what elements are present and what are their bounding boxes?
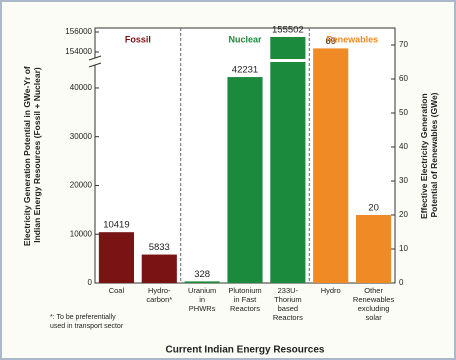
value-label: 10419 [103,220,129,231]
x-axis-title: Current Indian Energy Resources [166,345,325,356]
x-tick-label: 233U-Thorium based Reactors [273,286,303,322]
x-tick-label: Plutonium in Fast Reactors [228,286,261,313]
footnote: *: To be preferentially used in transpor… [50,314,124,330]
axis-break [88,55,102,61]
y-tick-label: 156000 [65,27,92,36]
y-axis-title: Electricity Generation Potential in GWe-… [22,64,42,246]
y2-tick-label: 40 [399,142,408,151]
y2-tick-label: 10 [399,244,408,253]
y2-tick-label: 50 [399,108,408,117]
x-tick-label: Hydro-carbon* [146,286,172,304]
y-tick-label: 0 [88,278,93,287]
x-tick-label: Coal [109,286,125,295]
value-label: 69 [325,36,336,47]
axis-break-gap [89,58,101,65]
value-label: 155502 [272,24,304,35]
y2-tick-label: 20 [399,210,408,219]
group-label: Renewables [326,34,378,44]
y-tick-label: 40000 [70,83,93,92]
y2-tick-label: 60 [399,74,408,83]
value-label: 328 [194,269,210,280]
bar [313,48,349,284]
y-tick-label: 10000 [70,229,93,238]
value-label: 42231 [232,65,258,76]
y-tick-label: 30000 [70,132,93,141]
bar [356,215,392,283]
bar [184,281,220,283]
bar [270,36,306,284]
bar-break [269,59,307,62]
value-label: 20 [368,203,379,214]
group-label: Fossil [125,34,151,44]
group-label: Nuclear [228,34,262,44]
axis-break [88,62,102,68]
bar [98,232,134,283]
y2-axis-title: Effective Electricity Generation Potenti… [419,91,439,219]
x-tick-label: Uranium in PHWRs [188,286,216,313]
y2-tick-label: 30 [399,176,408,185]
y-tick-label: 20000 [70,181,93,190]
value-label: 5833 [149,242,170,253]
x-tick-label: Hydro [321,286,341,295]
y-tick-label: 154000 [65,47,92,56]
x-tick-label: Other Renewables excluding solar [353,286,395,322]
y2-tick-label: 0 [399,278,404,287]
bar [227,77,263,283]
y2-tick-label: 70 [399,40,408,49]
bar [141,254,177,283]
